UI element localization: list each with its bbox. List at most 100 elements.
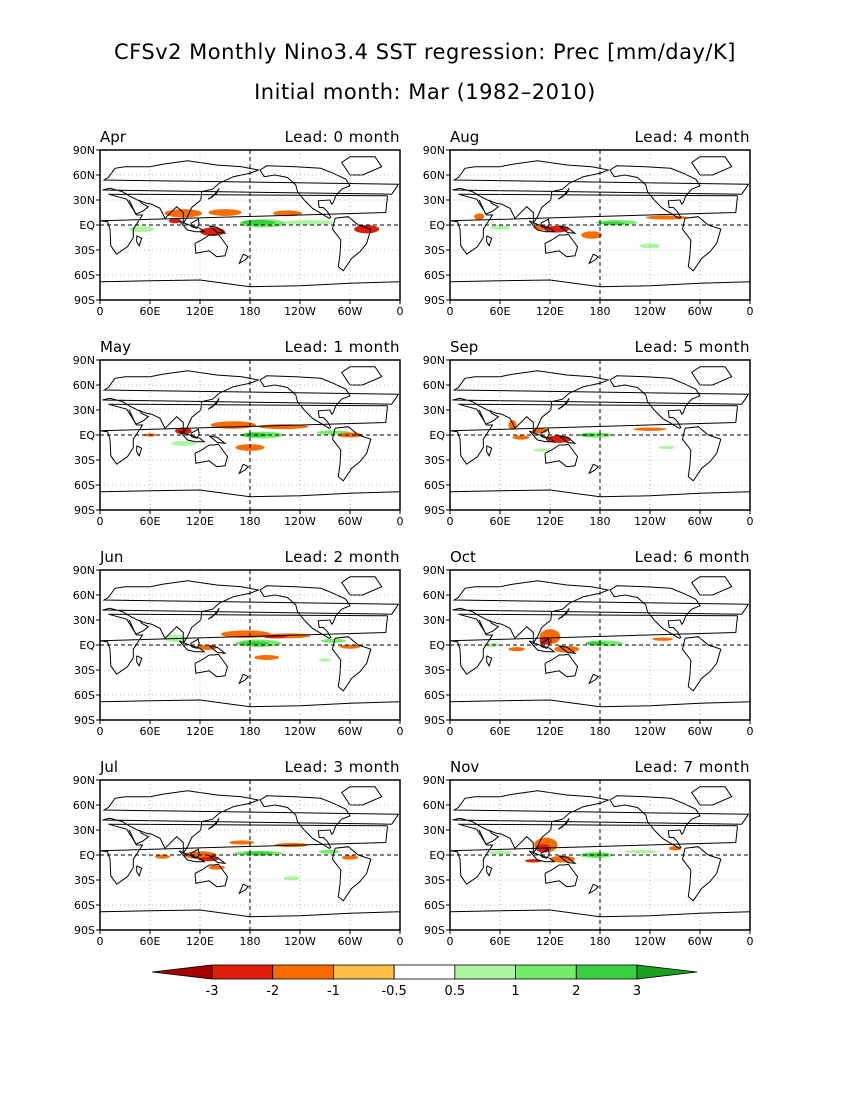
anomaly-region — [229, 840, 255, 845]
lat-tick-label: 30S — [74, 874, 95, 887]
lon-tick-label: 0 — [747, 515, 754, 528]
colorbar-label: 1 — [511, 984, 519, 999]
lat-tick-label: EQ — [79, 429, 95, 442]
coastline — [102, 160, 400, 226]
coastline — [558, 645, 577, 654]
lon-tick-label: 0 — [97, 305, 104, 318]
anomaly-region — [581, 231, 603, 239]
coastline — [681, 216, 722, 272]
colorbar-segment — [151, 964, 213, 980]
panel-lead: Lead: 7 month — [635, 758, 750, 776]
coastline — [178, 220, 206, 233]
lon-tick-label: 0 — [747, 725, 754, 738]
lon-tick-label: 120W — [284, 935, 316, 948]
coastline — [558, 608, 570, 620]
lon-tick-label: 0 — [447, 305, 454, 318]
lat-tick-label: 30S — [424, 244, 445, 257]
coastline — [208, 818, 220, 830]
lat-tick-label: 30N — [73, 824, 95, 837]
anomaly-region — [554, 645, 580, 653]
anomaly-region — [652, 637, 673, 641]
panel-month: Jul — [99, 758, 118, 776]
lat-tick-label: 60S — [74, 689, 95, 702]
lon-tick-label: 60E — [490, 725, 511, 738]
lon-tick-label: 60E — [490, 305, 511, 318]
coastline — [609, 795, 701, 849]
lat-tick-label: 30S — [424, 664, 445, 677]
coastline — [178, 430, 206, 443]
panel-lead: Lead: 4 month — [635, 128, 750, 146]
lon-tick-label: 0 — [747, 305, 754, 318]
anomaly-region — [320, 638, 346, 643]
colorbar-label: -1 — [327, 984, 340, 999]
coastline — [100, 193, 388, 255]
lat-tick-label: 30N — [423, 824, 445, 837]
colorbar-segment — [393, 964, 456, 980]
coastline — [208, 188, 220, 200]
lon-tick-label: 120W — [634, 935, 666, 948]
coastline — [681, 426, 722, 482]
coastline — [331, 846, 372, 902]
lat-tick-label: 60N — [423, 799, 445, 812]
lat-tick-label: 60N — [73, 589, 95, 602]
colorbar-segment — [333, 964, 395, 980]
lon-tick-label: 60W — [338, 305, 363, 318]
coastline — [208, 855, 227, 864]
lat-tick-label: 30S — [74, 664, 95, 677]
lon-tick-label: 60W — [688, 725, 713, 738]
lon-tick-label: 120W — [634, 515, 666, 528]
lon-tick-label: 120W — [284, 305, 316, 318]
lat-tick-label: EQ — [79, 849, 95, 862]
lat-tick-label: 30N — [423, 404, 445, 417]
coastline — [609, 375, 701, 429]
lon-tick-label: 60E — [490, 515, 511, 528]
coastline — [528, 220, 556, 233]
coastline — [190, 428, 200, 439]
coastline — [528, 430, 556, 443]
anomaly-region — [318, 849, 340, 854]
lon-tick-label: 180 — [240, 305, 261, 318]
coastline — [588, 673, 600, 685]
lon-tick-label: 120E — [186, 725, 214, 738]
coastline — [128, 619, 150, 635]
coastline — [544, 653, 579, 678]
lon-tick-label: 120E — [536, 935, 564, 948]
lat-tick-label: 60S — [74, 269, 95, 282]
lon-tick-label: 180 — [240, 515, 261, 528]
panel-month: Apr — [100, 128, 127, 146]
anomaly-region — [512, 435, 530, 440]
lat-tick-label: 30N — [423, 614, 445, 627]
lat-tick-label: 90S — [74, 924, 95, 937]
coastline — [128, 409, 150, 425]
lat-tick-label: 30S — [74, 244, 95, 257]
lat-tick-label: 60N — [73, 169, 95, 182]
lon-tick-label: 180 — [590, 515, 611, 528]
lon-tick-label: 180 — [240, 725, 261, 738]
lat-tick-label: 90N — [423, 774, 445, 787]
panel-lead: Lead: 0 month — [285, 128, 400, 146]
anomaly-region — [283, 876, 300, 881]
anomaly-region — [658, 445, 676, 450]
anomaly-region — [625, 850, 659, 854]
coastline — [331, 426, 372, 482]
lat-tick-label: EQ — [429, 639, 445, 652]
lat-tick-label: 90S — [424, 714, 445, 727]
coastline — [194, 443, 229, 468]
lat-tick-label: 60S — [424, 689, 445, 702]
anomaly-region — [283, 220, 334, 225]
coastline — [544, 863, 579, 888]
anomaly-region — [318, 658, 332, 662]
anomaly-region — [585, 641, 607, 645]
lat-tick-label: 60N — [423, 589, 445, 602]
lat-tick-label: 90N — [423, 354, 445, 367]
coastline — [452, 160, 750, 226]
colorbar-segment — [454, 964, 516, 980]
coastline — [331, 216, 372, 272]
coastline — [681, 846, 722, 902]
lat-tick-label: 90S — [74, 714, 95, 727]
colorbar-segment — [211, 964, 274, 980]
